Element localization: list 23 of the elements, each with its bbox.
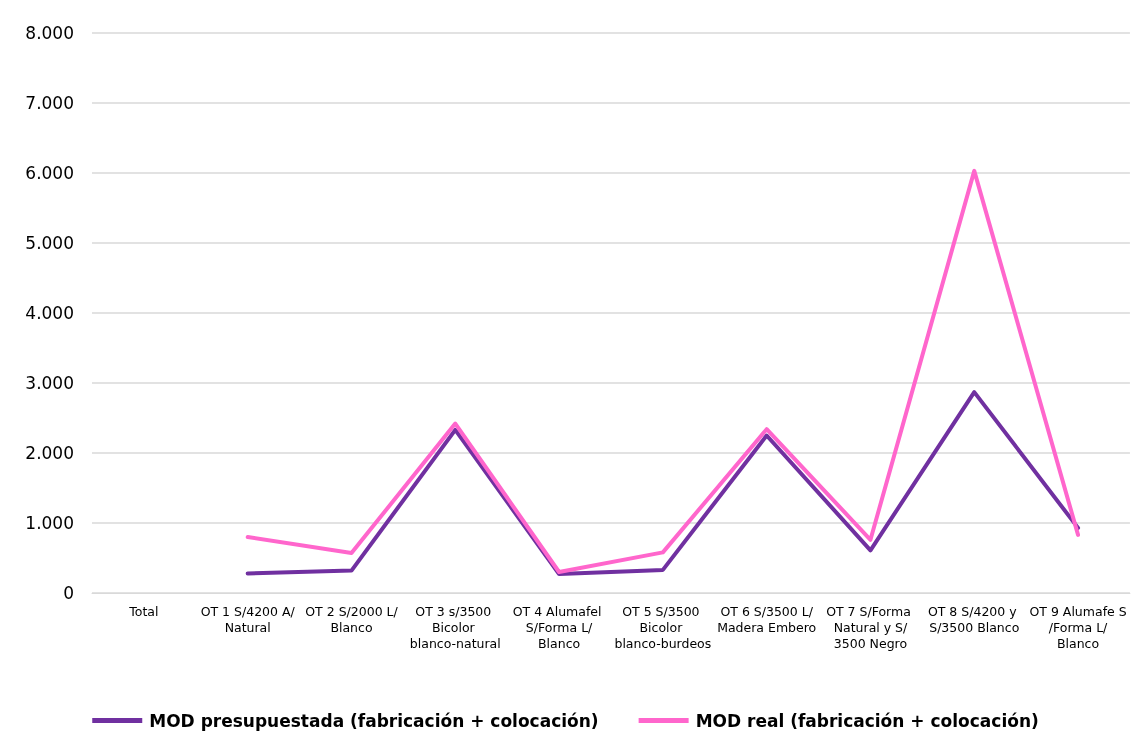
x-tick-label: OT 8 S/4200 y S/3500 Blanco bbox=[927, 603, 1021, 635]
y-tick-label: 5.000 bbox=[25, 233, 74, 253]
y-tick-label: 3.000 bbox=[25, 373, 74, 393]
x-tick-label: OT 9 Alumafe S/Forma L/Blanco bbox=[1029, 603, 1127, 651]
x-tick-label: Total bbox=[128, 603, 159, 619]
legend-label: MOD real (fabricación + colocación) bbox=[695, 710, 1039, 731]
y-tick-label: 4.000 bbox=[25, 303, 74, 323]
x-tick-label: OT 4 Alumafel S/Forma L/Blanco bbox=[512, 603, 606, 651]
y-tick-label: 1.000 bbox=[25, 513, 74, 533]
x-tick-label: OT 1 S/4200 A/Natural bbox=[200, 603, 296, 635]
y-tick-label: 2.000 bbox=[25, 443, 74, 463]
x-tick-label: OT 3 s/3500 Bicolor blanco-natural bbox=[409, 603, 501, 651]
y-tick-label: 7.000 bbox=[25, 93, 74, 113]
line-series bbox=[245, 390, 1081, 577]
x-tick-label: OT 6 S/3500 L/Madera Embero bbox=[717, 603, 817, 635]
line-series bbox=[245, 168, 1081, 574]
y-tick-label: 8.000 bbox=[25, 23, 74, 43]
x-tick-label: OT 2 S/2000 L/Blanco bbox=[305, 603, 399, 635]
legend-label: MOD presupuestada (fabricación + colocación) bbox=[149, 710, 599, 731]
x-tick-label: OT 7 S/Forma Natural y S/3500 Negro bbox=[826, 603, 915, 651]
y-tick-label: 0 bbox=[63, 583, 74, 603]
y-tick-label: 6.000 bbox=[25, 163, 74, 183]
x-tick-label: OT 5 S/3500 Bicolor blanco-burdeos bbox=[614, 603, 712, 651]
